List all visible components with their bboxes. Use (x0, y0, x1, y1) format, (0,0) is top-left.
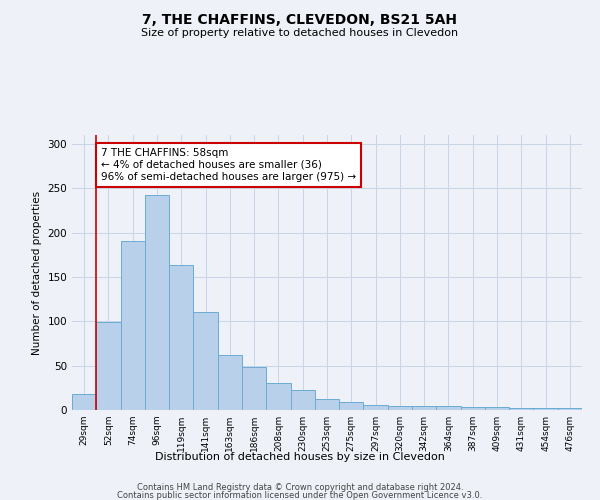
Bar (96, 322, 121, 410)
Text: Contains HM Land Registry data © Crown copyright and database right 2024.: Contains HM Land Registry data © Crown c… (137, 483, 463, 492)
Text: Size of property relative to detached houses in Clevedon: Size of property relative to detached ho… (142, 28, 458, 38)
Bar (145, 196, 169, 410)
Bar (412, 406, 436, 410)
Bar (290, 390, 315, 410)
Text: Contains public sector information licensed under the Open Government Licence v3: Contains public sector information licen… (118, 490, 482, 500)
Bar (436, 406, 461, 410)
Bar (218, 355, 242, 410)
Bar (266, 382, 290, 410)
Bar (558, 408, 582, 410)
Bar (533, 408, 558, 410)
Bar (364, 404, 388, 410)
Text: 7, THE CHAFFINS, CLEVEDON, BS21 5AH: 7, THE CHAFFINS, CLEVEDON, BS21 5AH (143, 12, 458, 26)
Bar (72, 394, 96, 410)
Bar (315, 400, 339, 410)
Bar (242, 368, 266, 410)
Bar (169, 266, 193, 410)
Bar (339, 402, 364, 410)
Bar (461, 408, 485, 410)
Bar (509, 408, 533, 410)
Bar (485, 408, 509, 410)
Bar (121, 242, 145, 410)
Text: 7 THE CHAFFINS: 58sqm
← 4% of detached houses are smaller (36)
96% of semi-detac: 7 THE CHAFFINS: 58sqm ← 4% of detached h… (101, 148, 356, 182)
Text: Distribution of detached houses by size in Clevedon: Distribution of detached houses by size … (155, 452, 445, 462)
Bar (193, 312, 218, 410)
Y-axis label: Number of detached properties: Number of detached properties (32, 190, 42, 354)
Bar (388, 406, 412, 410)
